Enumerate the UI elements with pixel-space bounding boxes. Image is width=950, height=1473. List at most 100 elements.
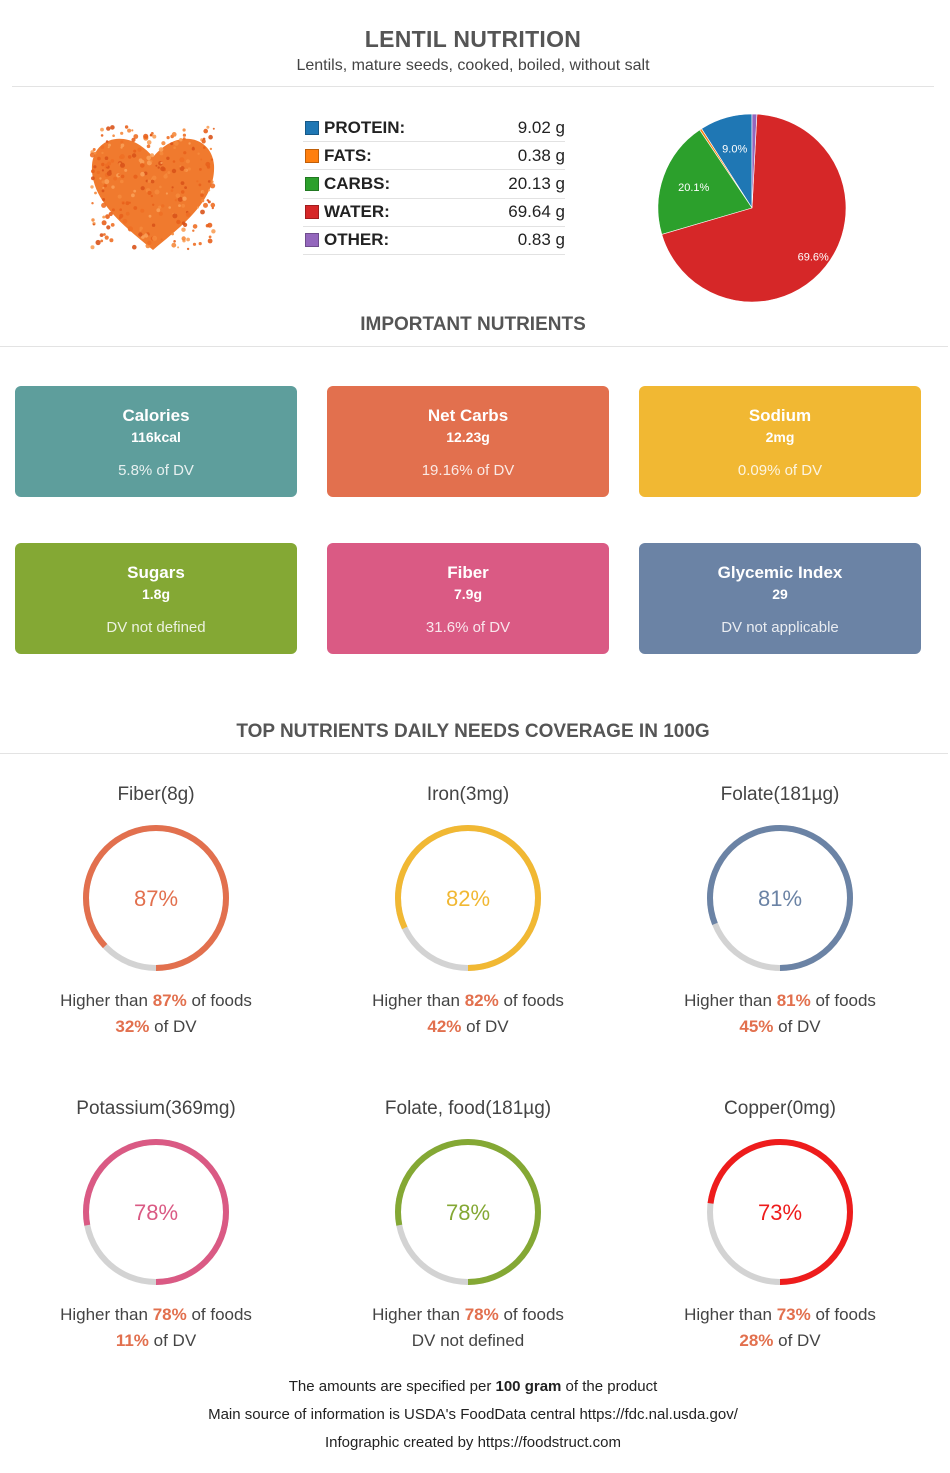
lentil-grain	[150, 194, 153, 198]
dv-text: DV not defined	[411, 1331, 525, 1350]
lentil-grain	[196, 180, 199, 183]
lentil-grain	[161, 141, 166, 146]
lentil-grain	[107, 161, 112, 166]
lentil-grain	[201, 190, 205, 194]
lentil-grain	[160, 161, 163, 165]
ring-progress	[395, 1139, 541, 1285]
coverage-title: Copper(0mg)	[724, 1098, 836, 1119]
lentil-grain	[210, 202, 216, 208]
lentil-grain	[182, 133, 186, 137]
lentil-grain	[92, 148, 96, 151]
macro-row: OTHER: 0.83 g	[303, 227, 565, 255]
lentil-grain	[137, 147, 142, 152]
lentil-grain	[140, 186, 145, 191]
rank-text: of foods	[810, 991, 876, 1010]
lentil-grain	[155, 164, 158, 167]
lentil-grain	[186, 237, 190, 242]
lentil-grain	[211, 229, 216, 234]
lentil-grain	[138, 232, 143, 237]
lentil-grain	[192, 242, 197, 246]
lentil-grain	[127, 226, 133, 232]
lentil-grain	[182, 128, 186, 132]
lentil-grain	[103, 184, 107, 188]
lentil-grain	[180, 181, 185, 185]
macro-row: CARBS: 20.13 g	[303, 170, 565, 199]
lentil-grain	[211, 206, 214, 210]
lentil-grain	[120, 179, 124, 184]
lentil-grain	[165, 173, 168, 176]
card-dv: 19.16% of DV	[421, 462, 515, 479]
lentil-grain	[119, 155, 123, 159]
coverage-rank: Higher than 78% of foods	[0, 1302, 312, 1328]
lentil-grain	[146, 155, 151, 161]
lentil-grain	[103, 233, 106, 236]
lentil-grain	[94, 191, 97, 195]
lentil-grain	[147, 190, 152, 195]
lentil-grain	[149, 134, 153, 137]
lentil-grain	[138, 158, 143, 163]
lentil-grain	[181, 236, 186, 241]
lentil-grain	[182, 196, 187, 201]
coverage-item: Copper(0mg) 73% Higher than 73% of foods 28…	[624, 1096, 936, 1354]
footer-credit: Infographic created by https://foodstruc…	[325, 1434, 621, 1451]
lentil-grain	[200, 158, 203, 161]
lentil-grain	[122, 202, 125, 205]
rank-text: of foods	[498, 1305, 564, 1324]
rank-text: Higher than	[372, 1305, 465, 1324]
footer-amount-note: The amounts are specified per 100 gram o…	[0, 1378, 946, 1395]
lentil-grain	[152, 134, 157, 139]
lentil-grain	[167, 171, 171, 175]
lentil-grain	[119, 213, 124, 218]
lentil-grain	[100, 239, 104, 243]
lentil-grain	[150, 153, 154, 158]
lentil-grain	[105, 214, 110, 219]
ring-progress	[395, 825, 541, 971]
lentil-grain	[147, 240, 152, 246]
lentil-grain	[100, 134, 104, 137]
lentil-grain	[101, 162, 105, 167]
rank-text: Higher than	[372, 991, 465, 1010]
coverage-title: Folate, food(181µg)	[384, 1098, 552, 1119]
lentil-grain	[152, 235, 158, 241]
page-subtitle: Lentils, mature seeds, cooked, boiled, w…	[296, 57, 650, 74]
lentil-grain	[206, 125, 210, 129]
coverage-rank: Higher than 82% of foods	[312, 988, 624, 1014]
coverage-item: Potassium(369mg) 78% Higher than 78% of fo…	[0, 1096, 312, 1354]
coverage-dv: 32% of DV	[0, 1014, 312, 1040]
lentil-grain	[178, 204, 181, 207]
footer-text: The amounts are specified per	[288, 1378, 496, 1395]
pie-label-protein: 9.0%	[722, 143, 747, 155]
lentil-grain	[200, 209, 205, 215]
lentil-grain	[210, 158, 214, 161]
ring-percent: 78%	[134, 1200, 178, 1225]
rank-percent: 78%	[464, 1305, 499, 1324]
macro-value: 0.38 g	[517, 145, 565, 165]
nutrient-card-calories: Calories 116kcal 5.8% of DV	[15, 386, 297, 497]
rank-text: Higher than	[684, 1305, 777, 1324]
lentil-grain	[203, 146, 206, 149]
macro-row: FATS: 0.38 g	[303, 142, 565, 171]
lentil-grain	[158, 211, 163, 216]
lentil-grain	[125, 201, 130, 206]
dv-text: of DV	[773, 1017, 821, 1036]
rank-percent: 81%	[776, 991, 811, 1010]
ring-percent: 81%	[758, 886, 802, 911]
lentil-grain	[100, 145, 105, 149]
lentil-grain	[170, 142, 173, 146]
nutrient-card-sugars: Sugars 1.8g DV not defined	[15, 543, 297, 654]
macro-color-swatch	[305, 120, 319, 135]
lentil-grain	[157, 166, 160, 169]
lentil-heart-image	[89, 125, 216, 251]
lentil-grain	[108, 211, 113, 217]
section-title-important: IMPORTANT NUTRIENTS	[360, 314, 586, 335]
coverage-dv: 45% of DV	[624, 1014, 936, 1040]
lentil-grain	[203, 128, 208, 134]
lentil-grain	[192, 229, 195, 232]
lentil-grain	[91, 169, 95, 174]
card-title: Glycemic Index	[717, 563, 843, 582]
page-title: LENTIL NUTRITION	[364, 26, 582, 52]
ring-percent: 78%	[446, 1200, 490, 1225]
macro-label: FATS:	[324, 145, 372, 165]
lentil-grain	[197, 206, 199, 209]
lentil-grain	[102, 198, 106, 201]
